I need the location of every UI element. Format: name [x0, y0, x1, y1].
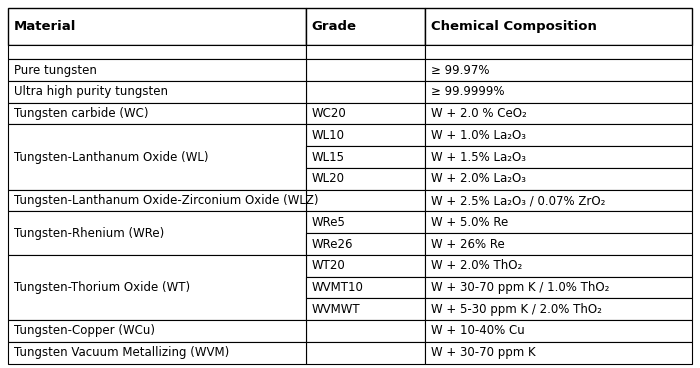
Bar — [425, 298, 692, 320]
Bar — [306, 168, 425, 190]
Text: Tungsten-Copper (WCu): Tungsten-Copper (WCu) — [14, 325, 155, 337]
Text: WL10: WL10 — [312, 129, 344, 142]
Bar — [306, 233, 425, 255]
Bar — [8, 103, 306, 124]
Text: W + 5.0% Re: W + 5.0% Re — [430, 216, 508, 229]
Text: Chemical Composition: Chemical Composition — [430, 20, 596, 33]
Bar — [425, 124, 692, 146]
Bar — [8, 190, 306, 211]
Bar — [306, 103, 425, 124]
Text: Grade: Grade — [312, 20, 356, 33]
Bar — [306, 81, 425, 103]
Text: W + 2.5% La₂O₃ / 0.07% ZrO₂: W + 2.5% La₂O₃ / 0.07% ZrO₂ — [430, 194, 605, 207]
Text: W + 2.0% ThO₂: W + 2.0% ThO₂ — [430, 259, 522, 272]
Text: Material: Material — [14, 20, 76, 33]
Bar — [8, 342, 306, 364]
Bar — [306, 211, 425, 233]
Text: Pure tungsten: Pure tungsten — [14, 64, 97, 77]
Bar — [425, 146, 692, 168]
Text: WRe5: WRe5 — [312, 216, 345, 229]
Text: ≥ 99.97%: ≥ 99.97% — [430, 64, 489, 77]
Text: WVMT10: WVMT10 — [312, 281, 363, 294]
Text: W + 26% Re: W + 26% Re — [430, 237, 505, 251]
Text: W + 10-40% Cu: W + 10-40% Cu — [430, 325, 524, 337]
Bar — [306, 298, 425, 320]
Text: W + 5-30 ppm K / 2.0% ThO₂: W + 5-30 ppm K / 2.0% ThO₂ — [430, 303, 601, 316]
Bar — [425, 342, 692, 364]
Bar — [8, 59, 306, 81]
Text: Tungsten-Thorium Oxide (WT): Tungsten-Thorium Oxide (WT) — [14, 281, 190, 294]
Bar — [306, 8, 425, 45]
Text: Tungsten-Rhenium (WRe): Tungsten-Rhenium (WRe) — [14, 227, 164, 240]
Bar — [306, 342, 425, 364]
Bar — [425, 233, 692, 255]
Bar — [425, 277, 692, 298]
Bar — [306, 146, 425, 168]
Bar — [425, 211, 692, 233]
Text: W + 30-70 ppm K / 1.0% ThO₂: W + 30-70 ppm K / 1.0% ThO₂ — [430, 281, 609, 294]
Text: Tungsten-Lanthanum Oxide (WL): Tungsten-Lanthanum Oxide (WL) — [14, 151, 209, 163]
Text: W + 2.0% La₂O₃: W + 2.0% La₂O₃ — [430, 172, 526, 185]
Bar — [425, 45, 692, 59]
Text: W + 1.0% La₂O₃: W + 1.0% La₂O₃ — [430, 129, 526, 142]
Text: W + 30-70 ppm K: W + 30-70 ppm K — [430, 346, 536, 359]
Bar — [425, 168, 692, 190]
Text: WL20: WL20 — [312, 172, 344, 185]
Text: WC20: WC20 — [312, 107, 346, 120]
Bar — [8, 124, 306, 190]
Text: WL15: WL15 — [312, 151, 344, 163]
Text: WT20: WT20 — [312, 259, 345, 272]
Text: W + 2.0 % CeO₂: W + 2.0 % CeO₂ — [430, 107, 526, 120]
Text: Ultra high purity tungsten: Ultra high purity tungsten — [14, 85, 168, 98]
Text: WRe26: WRe26 — [312, 237, 353, 251]
Text: Tungsten Vacuum Metallizing (WVM): Tungsten Vacuum Metallizing (WVM) — [14, 346, 230, 359]
Bar — [8, 81, 306, 103]
Text: ≥ 99.9999%: ≥ 99.9999% — [430, 85, 504, 98]
Bar — [425, 320, 692, 342]
Text: Tungsten-Lanthanum Oxide-Zirconium Oxide (WLZ): Tungsten-Lanthanum Oxide-Zirconium Oxide… — [14, 194, 318, 207]
Bar — [425, 103, 692, 124]
Bar — [8, 45, 306, 59]
Text: Tungsten carbide (WC): Tungsten carbide (WC) — [14, 107, 148, 120]
Bar — [425, 8, 692, 45]
Bar — [8, 255, 306, 320]
Bar — [306, 124, 425, 146]
Bar — [425, 255, 692, 277]
Text: W + 1.5% La₂O₃: W + 1.5% La₂O₃ — [430, 151, 526, 163]
Text: WVMWT: WVMWT — [312, 303, 360, 316]
Bar — [8, 320, 306, 342]
Bar — [425, 190, 692, 211]
Bar — [425, 81, 692, 103]
Bar — [306, 59, 425, 81]
Bar — [425, 59, 692, 81]
Bar — [8, 211, 306, 255]
Bar — [306, 190, 425, 211]
Bar — [8, 8, 306, 45]
Bar — [306, 277, 425, 298]
Bar — [306, 320, 425, 342]
Bar — [306, 255, 425, 277]
Bar — [306, 45, 425, 59]
